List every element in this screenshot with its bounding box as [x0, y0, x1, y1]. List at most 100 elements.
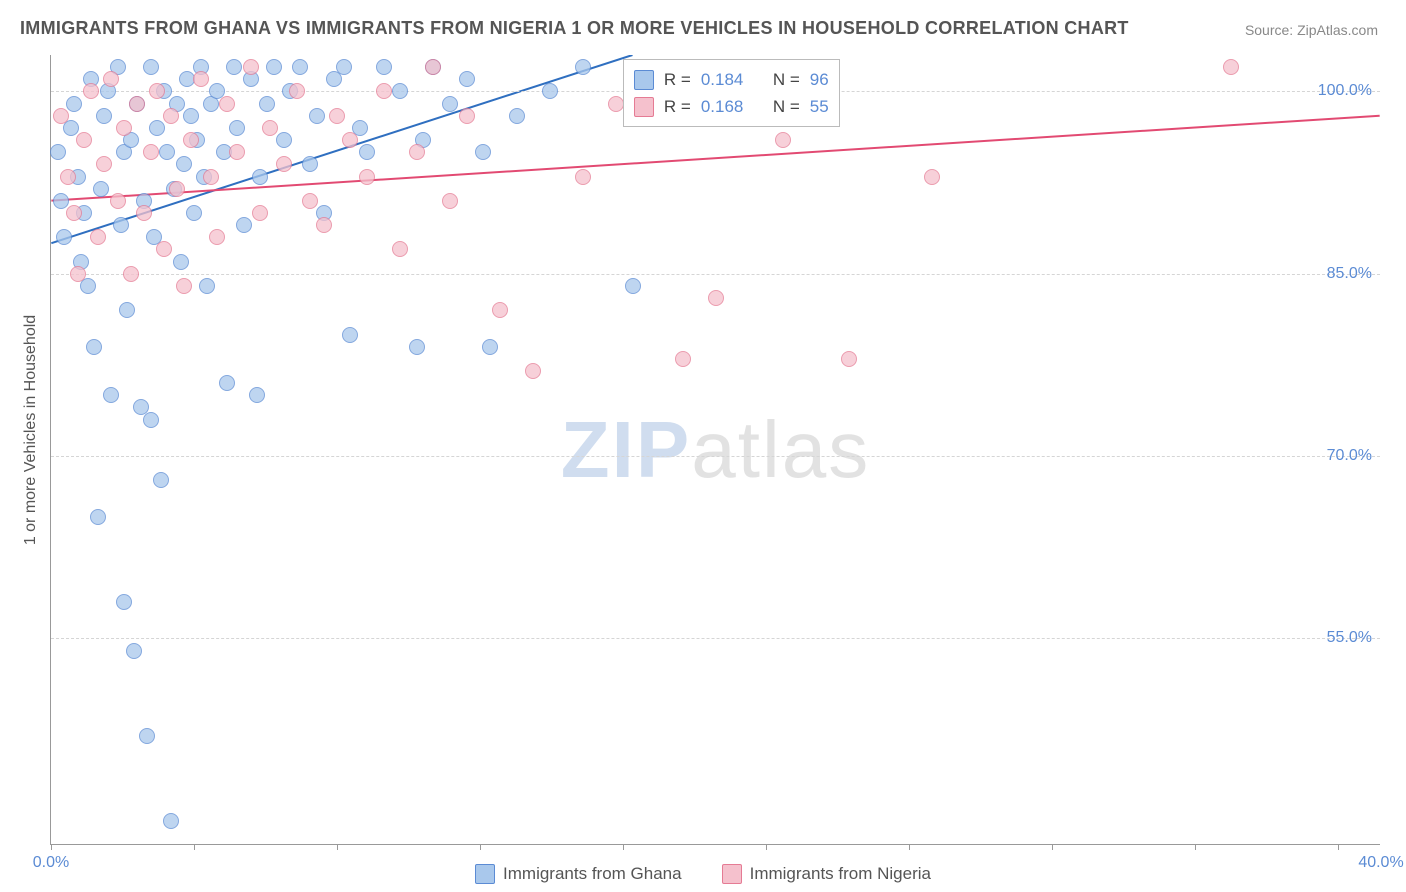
- y-tick-label: 85.0%: [1327, 265, 1372, 283]
- data-point: [442, 96, 458, 112]
- data-point: [149, 120, 165, 136]
- data-point: [509, 108, 525, 124]
- data-point: [475, 144, 491, 160]
- legend-item-nigeria: Immigrants from Nigeria: [722, 864, 931, 884]
- data-point: [525, 363, 541, 379]
- stats-r-value: 0.184: [701, 66, 744, 93]
- data-point: [359, 144, 375, 160]
- data-point: [143, 144, 159, 160]
- data-point: [163, 813, 179, 829]
- x-minor-tick: [623, 844, 624, 850]
- legend-item-ghana: Immigrants from Ghana: [475, 864, 682, 884]
- correlation-stats-box: R =0.184 N =96R =0.168 N =55: [623, 59, 840, 127]
- data-point: [259, 96, 275, 112]
- gridline: [51, 456, 1380, 457]
- data-point: [176, 278, 192, 294]
- data-point: [169, 181, 185, 197]
- data-point: [229, 120, 245, 136]
- data-point: [70, 266, 86, 282]
- data-point: [183, 132, 199, 148]
- data-point: [226, 59, 242, 75]
- data-point: [143, 59, 159, 75]
- data-point: [289, 83, 305, 99]
- data-point: [342, 132, 358, 148]
- legend-label-nigeria: Immigrants from Nigeria: [750, 864, 931, 884]
- data-point: [90, 229, 106, 245]
- data-point: [392, 241, 408, 257]
- data-point: [156, 241, 172, 257]
- data-point: [924, 169, 940, 185]
- data-point: [139, 728, 155, 744]
- data-point: [153, 472, 169, 488]
- stats-n-label: N =: [773, 93, 800, 120]
- data-point: [113, 217, 129, 233]
- data-point: [243, 59, 259, 75]
- x-minor-tick: [1338, 844, 1339, 850]
- data-point: [203, 169, 219, 185]
- data-point: [116, 594, 132, 610]
- data-point: [708, 290, 724, 306]
- data-point: [359, 169, 375, 185]
- data-point: [90, 509, 106, 525]
- gridline: [51, 274, 1380, 275]
- stats-row: R =0.168 N =55: [634, 93, 829, 120]
- y-tick-label: 100.0%: [1318, 82, 1372, 100]
- data-point: [442, 193, 458, 209]
- x-minor-tick: [909, 844, 910, 850]
- x-minor-tick: [1052, 844, 1053, 850]
- data-point: [292, 59, 308, 75]
- x-minor-tick: [51, 844, 52, 850]
- legend-swatch-ghana: [475, 864, 495, 884]
- data-point: [249, 387, 265, 403]
- x-minor-tick: [1195, 844, 1196, 850]
- data-point: [50, 144, 66, 160]
- data-point: [66, 205, 82, 221]
- data-point: [66, 96, 82, 112]
- legend: Immigrants from Ghana Immigrants from Ni…: [0, 864, 1406, 884]
- data-point: [625, 278, 641, 294]
- data-point: [608, 96, 624, 112]
- y-axis-label: 1 or more Vehicles in Household: [22, 315, 40, 545]
- data-point: [459, 71, 475, 87]
- data-point: [199, 278, 215, 294]
- data-point: [93, 181, 109, 197]
- data-point: [96, 108, 112, 124]
- data-point: [53, 193, 69, 209]
- data-point: [86, 339, 102, 355]
- data-point: [775, 132, 791, 148]
- stats-swatch: [634, 97, 654, 117]
- data-point: [53, 108, 69, 124]
- data-point: [392, 83, 408, 99]
- watermark: ZIPatlas: [561, 404, 870, 496]
- y-tick-label: 70.0%: [1327, 447, 1372, 465]
- x-minor-tick: [766, 844, 767, 850]
- data-point: [149, 83, 165, 99]
- data-point: [103, 387, 119, 403]
- data-point: [409, 144, 425, 160]
- data-point: [252, 169, 268, 185]
- data-point: [482, 339, 498, 355]
- data-point: [96, 156, 112, 172]
- data-point: [103, 71, 119, 87]
- data-point: [56, 229, 72, 245]
- data-point: [60, 169, 76, 185]
- data-point: [159, 144, 175, 160]
- data-point: [209, 229, 225, 245]
- x-minor-tick: [480, 844, 481, 850]
- data-point: [329, 108, 345, 124]
- data-point: [83, 83, 99, 99]
- data-point: [302, 156, 318, 172]
- data-point: [163, 108, 179, 124]
- data-point: [236, 217, 252, 233]
- stats-r-label: R =: [664, 66, 691, 93]
- legend-swatch-nigeria: [722, 864, 742, 884]
- data-point: [302, 193, 318, 209]
- legend-label-ghana: Immigrants from Ghana: [503, 864, 682, 884]
- data-point: [575, 169, 591, 185]
- chart-plot-area: ZIPatlas 55.0%70.0%85.0%100.0%0.0%40.0%R…: [50, 55, 1380, 845]
- stats-n-label: N =: [773, 66, 800, 93]
- data-point: [376, 59, 392, 75]
- data-point: [336, 59, 352, 75]
- chart-title: IMMIGRANTS FROM GHANA VS IMMIGRANTS FROM…: [20, 18, 1129, 39]
- data-point: [316, 217, 332, 233]
